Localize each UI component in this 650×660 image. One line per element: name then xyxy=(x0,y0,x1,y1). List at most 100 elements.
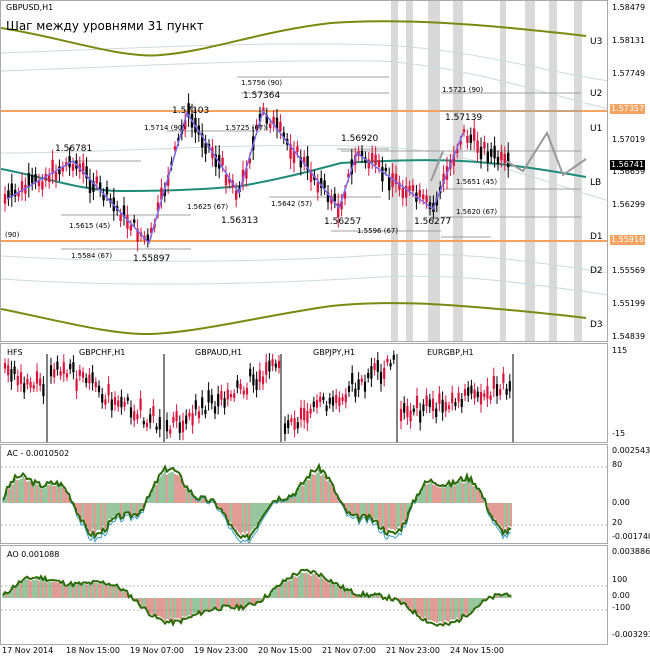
level-note: 1.5756 (90) xyxy=(241,79,283,87)
scale-tick: -15 xyxy=(612,429,626,438)
pair-candle-body xyxy=(217,393,220,407)
time-band xyxy=(406,1,413,341)
pair-name: GBPAUD,H1 xyxy=(195,348,243,357)
pair-candle-body xyxy=(444,401,447,411)
pairs-pane[interactable]: HFS GBPCHF,H1 GBPAUD,H1 GBPJPY,H1 EURGBP… xyxy=(0,343,608,443)
main-chart-pane[interactable]: GBPUSD,H1 Шаг между уровнями 31 пункт U3… xyxy=(0,0,608,342)
price-tick: 1.57749 xyxy=(612,69,646,78)
pair-candle-body xyxy=(425,395,428,407)
candle-body xyxy=(248,158,251,164)
candle-body xyxy=(221,157,224,166)
candle-body xyxy=(326,192,330,203)
level-label-d3: D3 xyxy=(590,320,603,330)
price-tick: 1.56659 xyxy=(612,167,646,176)
pair-candle-body xyxy=(315,400,319,408)
pair-candles xyxy=(3,350,511,442)
pair-candle-body xyxy=(123,401,126,407)
pair-candle-body xyxy=(185,415,188,424)
candle-body xyxy=(245,168,248,179)
candle-body xyxy=(126,215,129,229)
price-tick: 1.56299 xyxy=(612,200,646,209)
pair-candle-body xyxy=(7,365,10,376)
d3-band-line xyxy=(1,302,587,336)
level-note: 1.5584 (67) xyxy=(71,252,113,260)
time-label: 21 Nov 23:00 xyxy=(386,646,440,655)
pair-candle-body xyxy=(85,377,88,383)
candle-body xyxy=(34,174,37,183)
pair-candle-body xyxy=(319,396,322,403)
candle-body xyxy=(88,178,92,193)
candle-body xyxy=(398,182,401,190)
candle-body xyxy=(333,193,336,202)
pair-candle-body xyxy=(399,408,403,422)
candle-body xyxy=(275,117,279,130)
pair-candle-body xyxy=(283,423,287,434)
lower-level-price-tag: 1.55916 xyxy=(610,235,646,245)
envelope-line xyxy=(1,60,607,110)
candle-body xyxy=(473,128,476,141)
envelope-line xyxy=(1,253,607,274)
candle-body xyxy=(201,133,204,148)
pair-candle-body xyxy=(344,394,347,403)
candle-body xyxy=(214,154,217,168)
ao-canvas xyxy=(1,568,607,627)
pivot-label: 1.56781 xyxy=(55,144,93,154)
ac-pane[interactable]: AC - 0.0010502 xyxy=(0,444,608,544)
pair-candle-body xyxy=(139,398,142,411)
pivot-label: 1.57103 xyxy=(172,106,210,116)
pair-candle-body xyxy=(502,373,505,383)
pair-candle-body xyxy=(277,360,281,369)
pair-candle-body xyxy=(81,372,85,378)
candle-body xyxy=(496,156,500,165)
time-label: 21 Nov 07:00 xyxy=(322,646,376,655)
candle-body xyxy=(459,140,462,145)
candle-body xyxy=(279,121,282,132)
step-label: Шаг между уровнями 31 пункт xyxy=(6,19,204,33)
candle-body xyxy=(48,174,51,183)
pair-candle-body xyxy=(463,389,467,396)
candle-body xyxy=(241,169,245,182)
pair-candle-body xyxy=(499,389,502,396)
candle-body xyxy=(466,136,469,143)
pair-candle-body xyxy=(35,371,39,384)
pair-candle-body xyxy=(255,379,258,391)
ac-title: AC - 0.0010502 xyxy=(7,449,70,458)
candle-body xyxy=(469,134,472,143)
ao-pane[interactable]: AO 0.001088 xyxy=(0,545,608,645)
pair-candle-body xyxy=(290,418,293,422)
pair-candle-body xyxy=(467,387,470,396)
scale-tick: 0.002543 xyxy=(612,446,650,455)
main-chart-canvas[interactable] xyxy=(1,1,608,342)
candle-body xyxy=(204,143,207,154)
pair-candle-body xyxy=(210,394,213,404)
pair-candle-body xyxy=(10,369,13,382)
candle-body xyxy=(296,146,299,152)
pair-candle-body xyxy=(204,409,207,415)
pair-candle-body xyxy=(447,405,451,409)
candle-body xyxy=(122,205,126,217)
candle-body xyxy=(384,168,387,172)
pair-candle-body xyxy=(309,408,312,414)
ao-main-line xyxy=(2,568,512,627)
candle-body xyxy=(306,156,309,171)
pair-candle-body xyxy=(287,420,290,429)
candle-body xyxy=(99,182,102,191)
candle-body xyxy=(228,178,231,184)
candle-body xyxy=(160,187,163,200)
pair-candle-body xyxy=(379,371,383,384)
candle-body xyxy=(92,181,95,192)
candle-body xyxy=(265,114,268,124)
candle-body xyxy=(394,173,398,185)
candle-body xyxy=(299,157,302,168)
pair-candle-body xyxy=(479,392,483,405)
candle-body xyxy=(95,176,98,184)
pair-candle-body xyxy=(32,385,35,389)
ac-canvas xyxy=(1,462,607,543)
scale-tick: 80 xyxy=(612,460,623,469)
candle-body xyxy=(146,234,149,242)
pair-candle-body xyxy=(252,374,255,386)
candle-body xyxy=(262,107,265,111)
candle-body xyxy=(177,138,180,142)
pair-candle-body xyxy=(460,398,463,407)
candle-body xyxy=(483,141,486,149)
